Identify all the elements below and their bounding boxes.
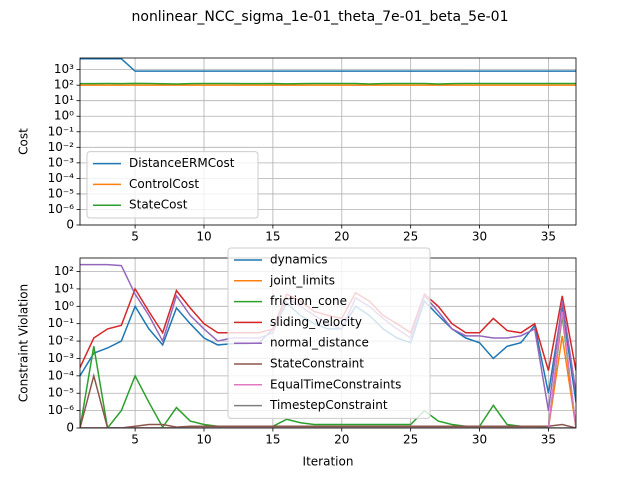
x-tick-label: 20 <box>334 433 349 447</box>
x-tick-label: 5 <box>131 230 139 244</box>
y-tick-label: 10⁻⁶ <box>48 403 75 417</box>
legend-label: dynamics <box>270 253 328 267</box>
legend-box <box>227 247 431 419</box>
y-tick-label: 10² <box>54 78 74 92</box>
x-axis-label: Iteration <box>303 455 354 469</box>
legend-label: StateConstraint <box>270 357 364 371</box>
x-tick-label: 25 <box>403 230 418 244</box>
x-tick-label: 5 <box>131 433 139 447</box>
x-tick-label: 30 <box>472 230 487 244</box>
series-line <box>80 315 576 428</box>
y-tick-label: 10⁰ <box>54 299 74 313</box>
y-tick-label: 10⁻⁶ <box>48 202 75 216</box>
y-tick-label: 0 <box>66 421 74 435</box>
y-tick-label: 10⁻⁴ <box>48 368 75 382</box>
legend-label: EqualTimeConstraints <box>270 377 401 391</box>
x-tick-label: 35 <box>541 230 556 244</box>
y-tick-label: 10⁻¹ <box>48 316 75 330</box>
legend-box <box>86 151 259 219</box>
series-line <box>80 372 576 428</box>
legend-label: joint_limits <box>269 273 335 287</box>
y-tick-label: 10² <box>54 264 74 278</box>
legend-label: sliding_velocity <box>270 315 362 329</box>
x-tick-label: 10 <box>196 433 211 447</box>
y-tick-label: 10⁻³ <box>48 155 75 169</box>
x-tick-label: 30 <box>472 433 487 447</box>
x-tick-label: 10 <box>196 230 211 244</box>
series-line <box>80 58 576 72</box>
x-tick-label: 15 <box>265 433 280 447</box>
legend-label: DistanceERMCost <box>129 156 235 170</box>
x-tick-label: 15 <box>265 230 280 244</box>
y-tick-label: 10⁻³ <box>48 351 75 365</box>
legend-label: ControlCost <box>129 177 199 191</box>
x-tick-label: 35 <box>541 433 556 447</box>
y-tick-label: 10⁻⁴ <box>48 171 75 185</box>
y-tick-label: 10³ <box>54 62 74 76</box>
y-tick-label: 10⁰ <box>54 109 74 123</box>
axes-frame <box>79 57 577 226</box>
series-line <box>80 82 576 85</box>
y-axis-label: Cost <box>17 128 31 155</box>
y-tick-label: 10¹ <box>54 93 74 107</box>
y-tick-label: 10⁻⁵ <box>48 386 75 400</box>
figure-title: nonlinear_NCC_sigma_1e-01_theta_7e-01_be… <box>132 9 509 25</box>
legend-label: friction_cone <box>270 294 347 308</box>
y-tick-label: 10⁻² <box>48 140 75 154</box>
legend-label: TimestepConstraint <box>269 398 388 412</box>
x-tick-label: 20 <box>334 230 349 244</box>
legend-label: StateCost <box>129 198 188 212</box>
y-axis-label: Constraint Violation <box>17 284 31 402</box>
x-tick-label: 25 <box>403 433 418 447</box>
y-tick-label: 10¹ <box>54 281 74 295</box>
y-tick-label: 10⁻² <box>48 334 75 348</box>
y-tick-label: 0 <box>66 218 74 232</box>
y-tick-label: 10⁻¹ <box>48 124 75 138</box>
y-tick-label: 10⁻⁵ <box>48 186 75 200</box>
legend-label: normal_distance <box>270 336 369 350</box>
